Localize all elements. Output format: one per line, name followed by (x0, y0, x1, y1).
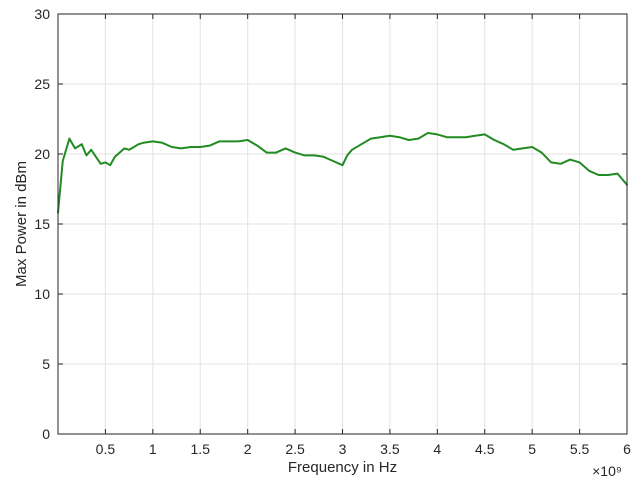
x-tick-label: 2 (244, 441, 252, 457)
x-tick-label: 3 (339, 441, 347, 457)
y-tick-label: 25 (34, 76, 50, 92)
y-tick-label: 5 (42, 356, 50, 372)
y-tick-label: 20 (34, 146, 50, 162)
x-axis-label: Frequency in Hz (288, 459, 397, 476)
x-tick-label: 0.5 (96, 441, 116, 457)
x-tick-label: 4.5 (475, 441, 495, 457)
x-tick-label: 4 (433, 441, 441, 457)
y-tick-label: 15 (34, 216, 50, 232)
x-exponent-label: ×10⁹ (592, 463, 622, 479)
tick-labels: 0.5 1 1.5 2 2.5 3 3.5 4 4.5 5 5.5 6 0 5 10 15 20 25 30 (34, 6, 631, 457)
y-tick-label: 0 (42, 426, 50, 442)
x-tick-label: 5 (528, 441, 536, 457)
series-layer (57, 132, 628, 214)
y-tick-label: 30 (34, 6, 50, 22)
series-line (57, 132, 628, 214)
x-tick-label: 1.5 (191, 441, 211, 457)
y-tick-label: 10 (34, 286, 50, 302)
x-tick-label: 6 (623, 441, 631, 457)
x-tick-label: 1 (149, 441, 157, 457)
y-axis-label: Max Power in dBm (13, 161, 30, 287)
x-tick-label: 5.5 (570, 441, 590, 457)
x-tick-label: 3.5 (380, 441, 400, 457)
x-tick-label: 2.5 (285, 441, 305, 457)
ticks (58, 13, 628, 435)
